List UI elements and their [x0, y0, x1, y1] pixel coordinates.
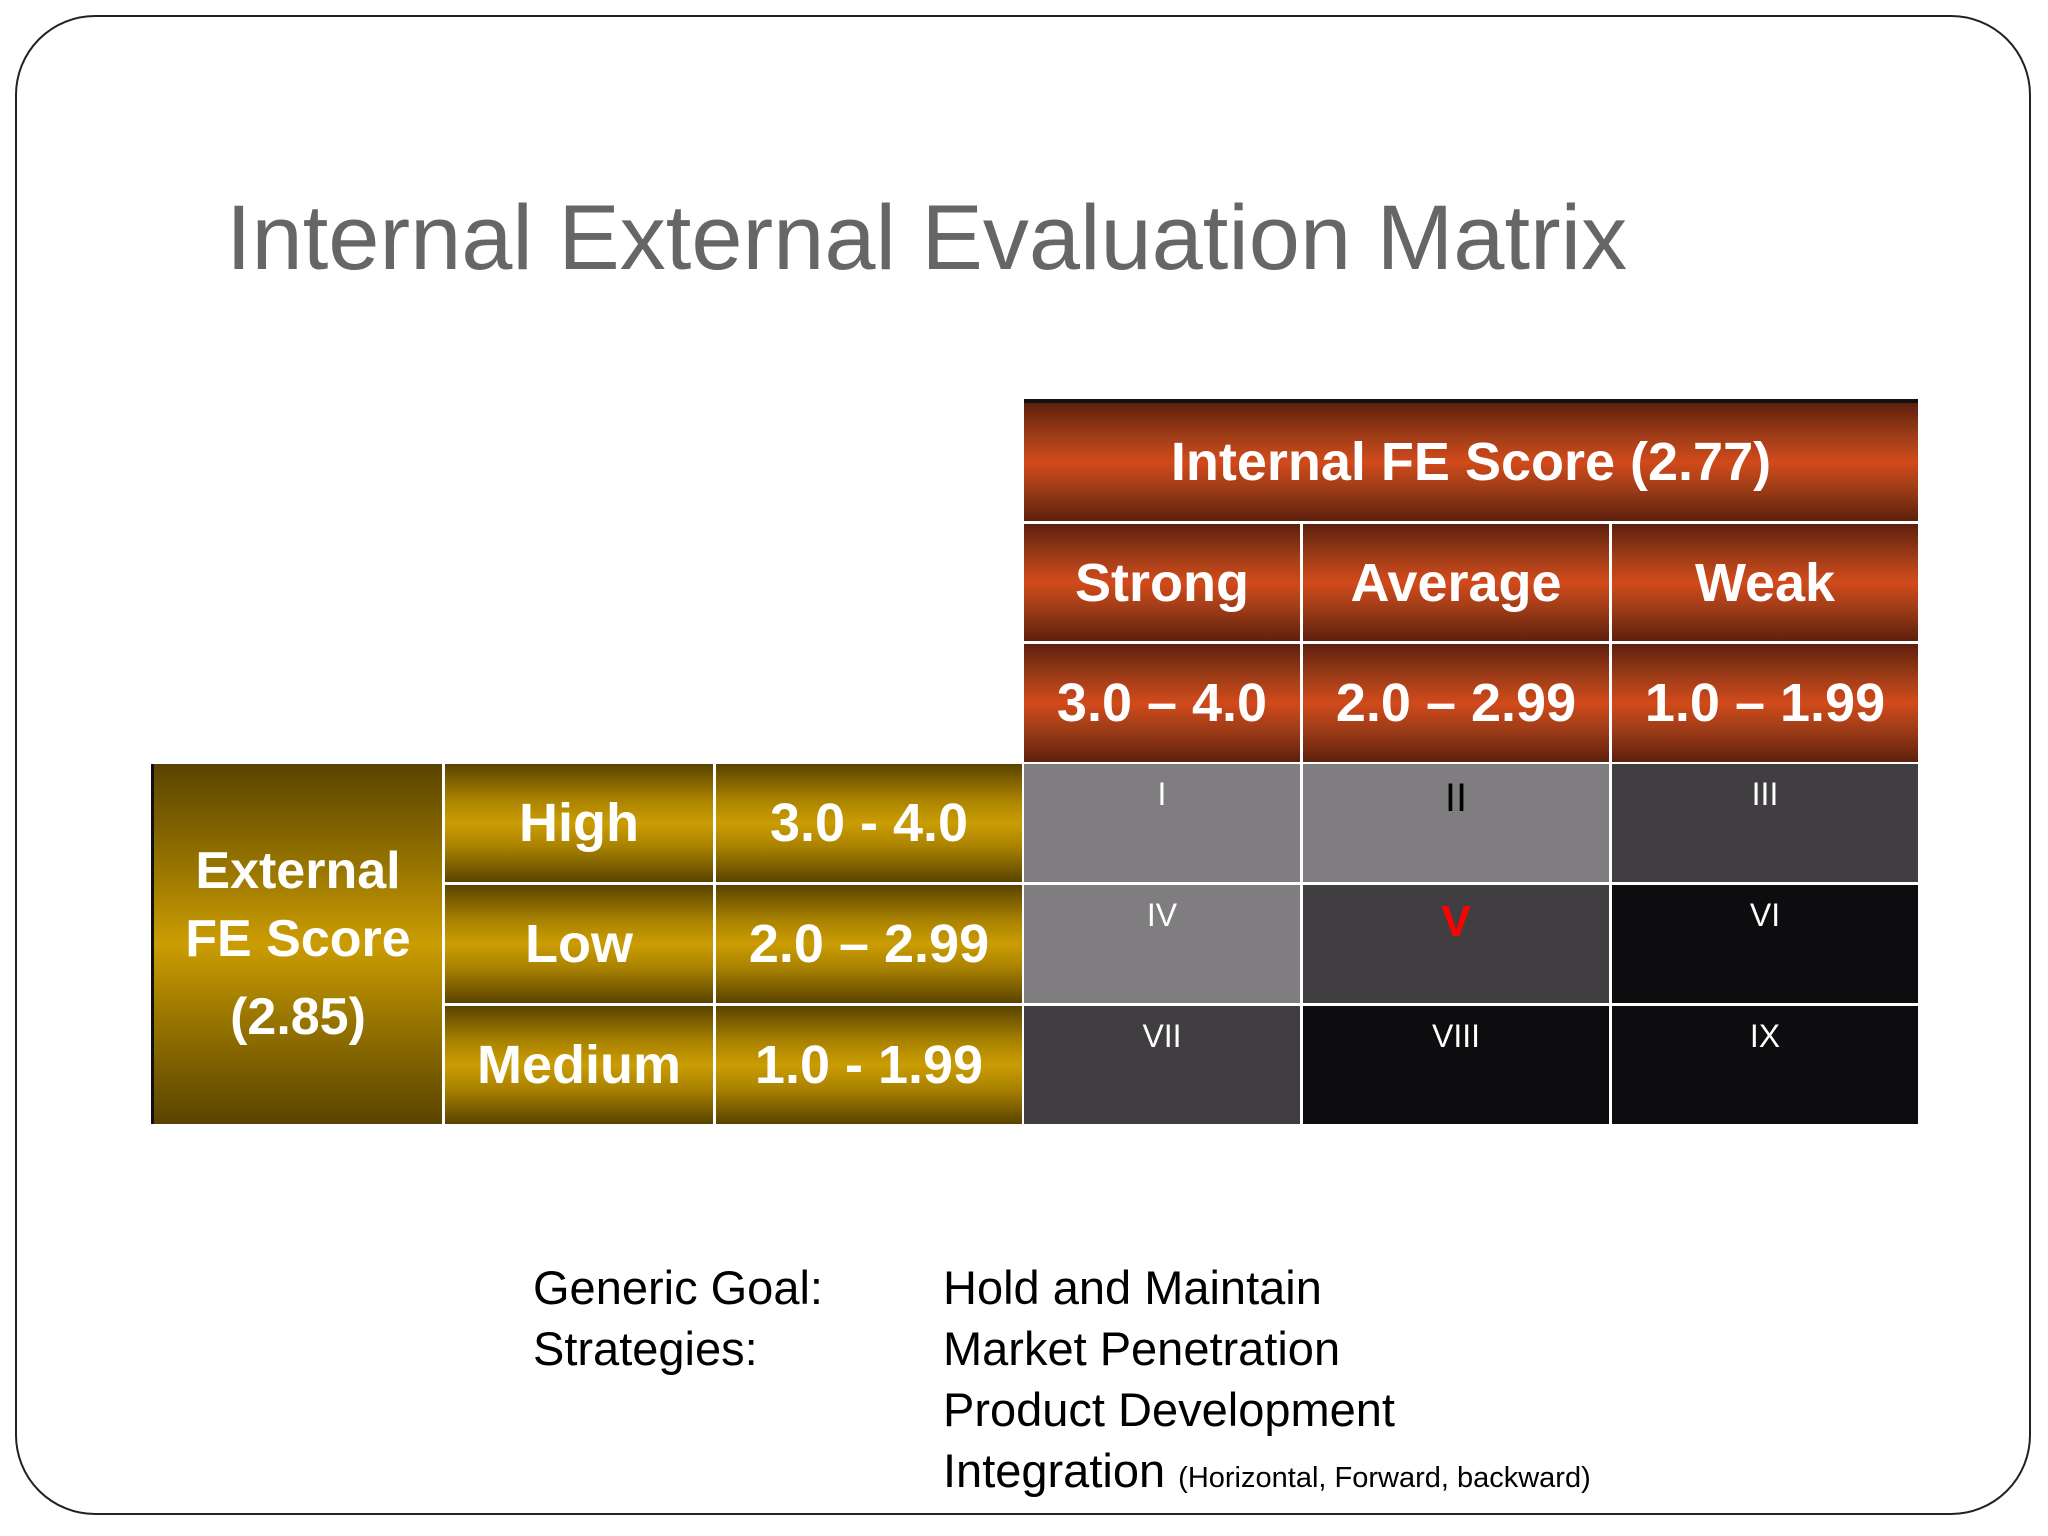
external-header-line-2: FE Score — [185, 910, 411, 968]
column-range-strong: 3.0 – 4.0 — [1024, 644, 1300, 762]
integration-note: (Horizontal, Forward, backward) — [1178, 1462, 1591, 1494]
strategies-label: Strategies: — [533, 1322, 758, 1375]
column-label-average: Average — [1303, 524, 1609, 641]
generic-goal-label: Generic Goal: — [533, 1261, 823, 1314]
row-range-high: 3.0 - 4.0 — [716, 764, 1022, 882]
cell-IX: IX — [1612, 1006, 1918, 1124]
column-range-average: 2.0 – 2.99 — [1303, 644, 1609, 762]
external-header-line-3: (2.85) — [230, 988, 366, 1046]
matrix-top-rule — [1024, 399, 1918, 403]
column-range-weak: 1.0 – 1.99 — [1612, 644, 1918, 762]
cell-II: II — [1303, 764, 1609, 882]
column-label-strong: Strong — [1024, 524, 1300, 641]
external-header-line-1: External — [195, 842, 401, 900]
slide-title: Internal External Evaluation Matrix — [226, 187, 1628, 289]
strategy-integration: Integration (Horizontal, Forward, backwa… — [943, 1443, 1591, 1498]
cell-VII: VII — [1024, 1006, 1300, 1124]
matrix-left-rule — [151, 764, 154, 1124]
strategy-market-penetration: Market Penetration — [943, 1322, 1341, 1375]
row-range-low: 2.0 – 2.99 — [716, 885, 1022, 1003]
cell-I: I — [1024, 764, 1300, 882]
slide-frame — [15, 15, 2031, 1515]
strategy-integration-label: Integration — [943, 1444, 1166, 1497]
cell-VI: VI — [1612, 885, 1918, 1003]
cell-VIII: VIII — [1303, 1006, 1609, 1124]
generic-goal-value: Hold and Maintain — [943, 1261, 1322, 1314]
cell-V-highlighted: V — [1303, 885, 1609, 1003]
cell-IV: IV — [1024, 885, 1300, 1003]
row-label-high: High — [445, 764, 713, 882]
row-range-medium: 1.0 - 1.99 — [716, 1006, 1022, 1124]
column-label-weak: Weak — [1612, 524, 1918, 641]
internal-fe-score-header: Internal FE Score (2.77) — [1024, 403, 1918, 521]
external-fe-score-header: External FE Score (2.85) — [154, 764, 442, 1124]
row-label-medium: Medium — [445, 1006, 713, 1124]
strategy-product-development: Product Development — [943, 1383, 1395, 1436]
cell-III: III — [1612, 764, 1918, 882]
row-label-low: Low — [445, 885, 713, 1003]
